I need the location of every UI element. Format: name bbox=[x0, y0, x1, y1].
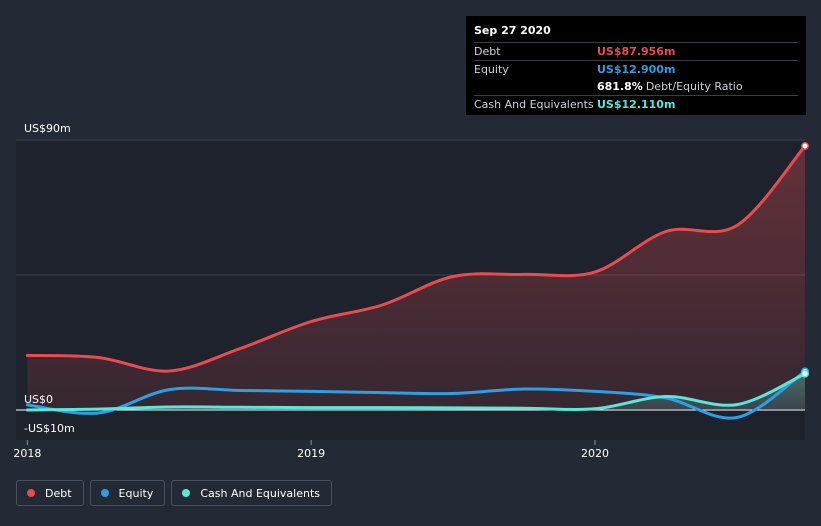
legend-dot-icon bbox=[27, 489, 35, 497]
tooltip-row-ratio: 681.8% Debt/Equity Ratio bbox=[474, 78, 798, 95]
tooltip-label: Debt bbox=[474, 45, 501, 58]
x-tick-label: 2020 bbox=[581, 447, 609, 460]
legend-dot-icon bbox=[100, 489, 109, 497]
chart-legend: Debt Equity Cash And Equivalents bbox=[16, 480, 332, 506]
tooltip-date: Sep 27 2020 bbox=[474, 24, 551, 37]
debt-end-point bbox=[801, 142, 809, 150]
tooltip-label: Equity bbox=[474, 63, 509, 76]
y-tick-label: US$0 bbox=[24, 393, 53, 406]
y-tick-label: -US$10m bbox=[24, 422, 75, 435]
legend-dot-icon bbox=[182, 489, 191, 497]
equity-line bbox=[25, 369, 807, 420]
legend-label: Cash And Equivalents bbox=[200, 486, 320, 500]
y-tick-label: US$90m bbox=[24, 122, 71, 135]
legend-label: Debt bbox=[45, 486, 72, 500]
data-tooltip: Sep 27 2020 Debt US$87.956m Equity US$12… bbox=[466, 16, 806, 115]
legend-item-equity[interactable]: Equity bbox=[89, 480, 166, 506]
tooltip-ratio-label: Debt/Equity Ratio bbox=[645, 80, 743, 93]
cash-and-equivalents-line bbox=[25, 372, 807, 412]
legend-item-debt[interactable]: Debt bbox=[16, 480, 84, 506]
legend-label: Equity bbox=[118, 486, 154, 500]
debt-area bbox=[27, 146, 805, 410]
tooltip-value: US$12.900m bbox=[597, 63, 676, 76]
x-tick-label: 2018 bbox=[13, 447, 41, 460]
debt-line bbox=[25, 144, 807, 373]
x-tick-label: 2019 bbox=[297, 447, 325, 460]
tooltip-row-cash: Cash And Equivalents US$12.110m bbox=[474, 95, 798, 113]
tooltip-row-debt: Debt US$87.956m bbox=[474, 42, 798, 60]
tooltip-value: US$12.110m bbox=[597, 98, 676, 111]
tooltip-value: US$87.956m bbox=[597, 45, 676, 58]
cash-and-equivalents-end-point bbox=[801, 369, 809, 378]
tooltip-value: 681.8% bbox=[597, 80, 643, 93]
legend-item-cash[interactable]: Cash And Equivalents bbox=[171, 480, 332, 506]
tooltip-label: Cash And Equivalents bbox=[474, 98, 594, 111]
tooltip-row-equity: Equity US$12.900m bbox=[474, 60, 798, 78]
